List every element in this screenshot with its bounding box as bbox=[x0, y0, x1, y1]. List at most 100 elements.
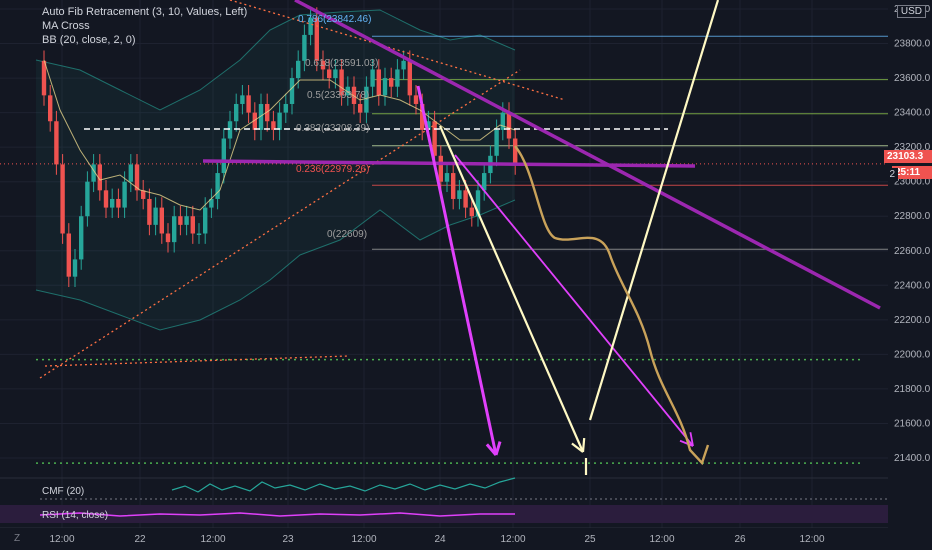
time-tick: 22 bbox=[134, 534, 146, 545]
candle-body bbox=[48, 95, 53, 122]
candle-body bbox=[252, 112, 257, 130]
cream-arrow-down bbox=[438, 125, 585, 453]
candle-body bbox=[159, 207, 164, 234]
magenta-arrow-1 bbox=[416, 85, 498, 456]
price-tick: 22200.0 bbox=[894, 315, 931, 326]
candle-body bbox=[327, 69, 332, 79]
candle-body bbox=[153, 207, 158, 225]
price-tick: 22000.0 bbox=[894, 349, 931, 360]
candle-body bbox=[444, 173, 450, 182]
fib-label: 0(22609) bbox=[327, 229, 367, 240]
purple-neckline bbox=[202, 159, 696, 168]
magenta-arrow-1-head bbox=[485, 443, 498, 456]
time-axis[interactable]: 12:00 22 12:00 23 12:00 24 12:00 25 12:00 26 12:00 bbox=[0, 528, 932, 550]
time-tick: 24 bbox=[434, 534, 446, 545]
price-tick: 22600.0 bbox=[894, 246, 931, 257]
candle-body bbox=[320, 60, 326, 70]
currency-label[interactable]: USD bbox=[896, 5, 926, 18]
candle-body bbox=[203, 207, 208, 234]
rsi-label: RSI (14, close) bbox=[42, 510, 108, 521]
fib-label: 0.236(22979.26) bbox=[296, 164, 369, 175]
candle-body bbox=[60, 164, 65, 234]
candle-body bbox=[246, 95, 251, 113]
candle-body bbox=[147, 198, 152, 225]
bollinger-bands bbox=[35, 9, 516, 331]
candle-body bbox=[500, 112, 505, 130]
time-tick: 12:00 bbox=[49, 534, 74, 545]
candle-body bbox=[494, 129, 499, 156]
candle-body bbox=[227, 121, 233, 139]
price-axis-bg bbox=[888, 0, 932, 528]
time-tick: 12:00 bbox=[500, 534, 525, 545]
legend-ma-cross[interactable]: MA Cross bbox=[42, 20, 90, 32]
time-tick: 12:00 bbox=[200, 534, 225, 545]
candle-body bbox=[141, 190, 146, 199]
candle-body bbox=[438, 155, 443, 182]
price-tick: 23800.0 bbox=[894, 39, 931, 50]
candle-body bbox=[72, 259, 78, 277]
candle-body bbox=[265, 103, 270, 122]
candle-body bbox=[506, 112, 512, 139]
candle-body bbox=[134, 164, 140, 191]
cream-line-up bbox=[588, 0, 720, 421]
price-tick: 22400.0 bbox=[894, 280, 931, 291]
candle-body bbox=[116, 198, 121, 208]
magenta-arrow-2-head bbox=[679, 439, 694, 447]
candle-body bbox=[122, 181, 127, 208]
ma-line bbox=[43, 59, 516, 211]
candle-body bbox=[370, 69, 375, 87]
cmf-line bbox=[171, 477, 516, 493]
projected-path bbox=[514, 145, 710, 466]
candle-body bbox=[482, 173, 487, 191]
candle-body bbox=[302, 34, 307, 61]
candle-body bbox=[401, 60, 406, 70]
candle-body bbox=[289, 78, 295, 104]
candle-body bbox=[196, 233, 202, 235]
time-tick: 12:00 bbox=[351, 534, 376, 545]
fib-label: 0.382(23208.39) bbox=[296, 123, 369, 134]
candle-body bbox=[221, 138, 226, 174]
cream-arrow-down-head bbox=[581, 437, 586, 453]
z-marker[interactable]: Z bbox=[14, 533, 21, 544]
trend-drawings bbox=[39, 0, 881, 475]
candle-body bbox=[339, 69, 344, 96]
price-axis[interactable]: 24000.023800.023600.023400.023200.023000… bbox=[888, 0, 932, 528]
candle-body bbox=[413, 95, 419, 104]
candle-body bbox=[389, 78, 394, 87]
fib-label: 0.618(23591.03) bbox=[305, 58, 378, 69]
candle-body bbox=[296, 60, 301, 79]
candle-body bbox=[358, 103, 363, 113]
candle-body bbox=[165, 233, 171, 243]
candle-body bbox=[457, 190, 462, 199]
price-tick: 21800.0 bbox=[894, 384, 931, 395]
candle-body bbox=[66, 233, 71, 277]
fib-label: 0.786(23842.46) bbox=[298, 14, 371, 25]
purple-trendline bbox=[294, 0, 881, 310]
candle-body bbox=[103, 190, 109, 208]
candle-body bbox=[333, 69, 338, 79]
fib-labels: 0.786(23842.46) 0.618(23591.03) 0.5(23393.… bbox=[296, 14, 378, 240]
bb-upper bbox=[35, 9, 516, 111]
candle-body bbox=[79, 216, 84, 260]
legend-fib[interactable]: Auto Fib Retracement (3, 10, Values, Lef… bbox=[42, 6, 248, 18]
legend-bb[interactable]: BB (20, close, 2, 0) bbox=[42, 34, 136, 46]
candle-body bbox=[91, 164, 96, 182]
fib-label: 0.5(23393.78) bbox=[307, 90, 369, 101]
candle-body bbox=[240, 95, 245, 104]
bb-fill bbox=[36, 10, 515, 330]
price-tick: 23000.0 bbox=[894, 177, 931, 188]
time-tick: 12:00 bbox=[799, 534, 824, 545]
time-tick: 26 bbox=[734, 534, 746, 545]
grid-lines bbox=[0, 0, 888, 528]
candle-body bbox=[469, 207, 474, 217]
candle-body bbox=[395, 69, 400, 87]
countdown-badge: 25:11 bbox=[892, 166, 932, 179]
candle-body bbox=[215, 173, 220, 199]
candle-body bbox=[463, 190, 468, 208]
orange-dotted-base bbox=[44, 355, 349, 367]
candle-body bbox=[513, 138, 518, 165]
candle-body bbox=[376, 69, 381, 96]
price-tick: 21600.0 bbox=[894, 418, 931, 429]
candle-body bbox=[314, 17, 319, 61]
